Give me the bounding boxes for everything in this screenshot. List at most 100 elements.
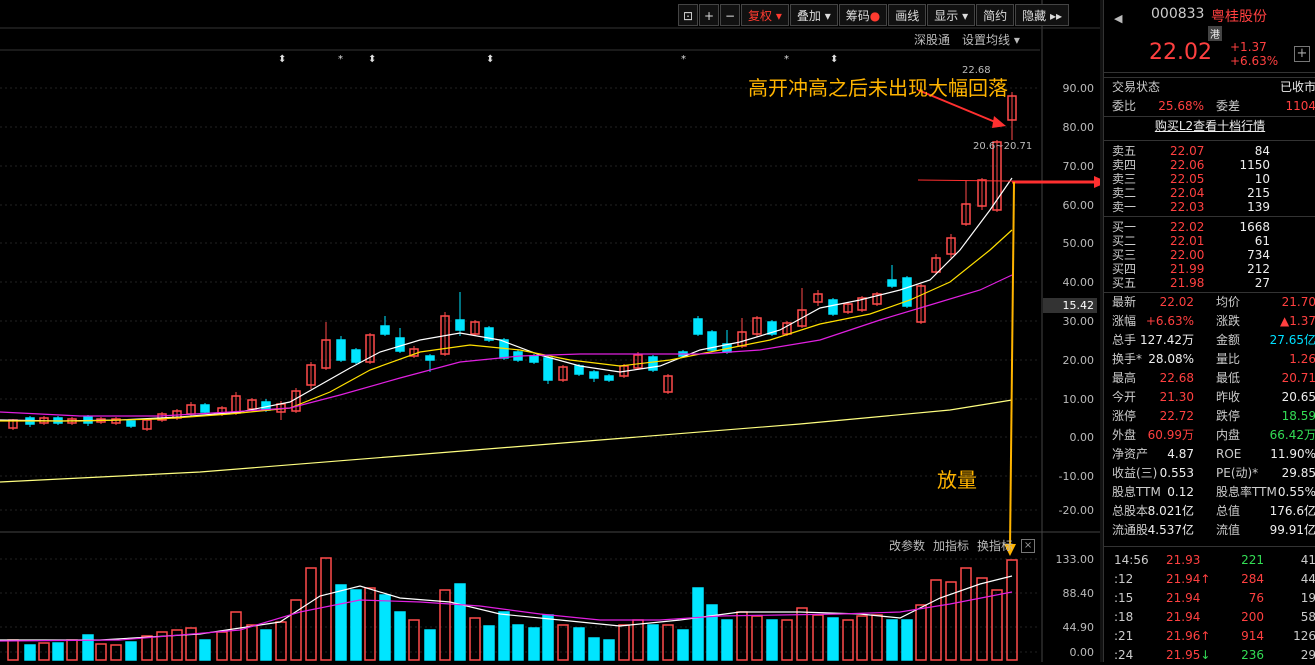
weibi-label: 委比 <box>1112 99 1137 113</box>
stat-label: 金额 <box>1216 333 1241 347</box>
tick-count: 19 <box>1300 591 1315 605</box>
stat-value: 18.59 <box>1281 409 1315 423</box>
stat-value: 99.91亿 <box>1269 523 1315 537</box>
ma10-line <box>0 229 1013 422</box>
book-qty: 1668 <box>1239 220 1270 234</box>
tick-price-value: 21.94 <box>1166 610 1201 624</box>
jianyue-button[interactable]: 简约 <box>976 4 1015 26</box>
hk-connect-badge: 港 <box>1208 26 1222 41</box>
stat-row: 外盘 60.99万 内盘 66.42万 <box>1104 426 1315 445</box>
book-label: 卖一 <box>1112 200 1137 214</box>
volume-bar <box>647 624 659 661</box>
ask-row[interactable]: 卖三 22.05 10 <box>1104 172 1315 186</box>
stat-row: 最高 22.68 最低 20.71 <box>1104 369 1315 388</box>
bid-row[interactable]: 买二 22.01 61 <box>1104 234 1315 248</box>
volume-bar <box>110 644 122 661</box>
candle-body <box>589 371 599 379</box>
bid-row[interactable]: 买三 22.00 734 <box>1104 248 1315 262</box>
stat-value: 29.85 <box>1281 466 1315 480</box>
stat-label: 涨幅 <box>1112 314 1137 328</box>
last-price: 22.02 <box>1149 40 1212 65</box>
stat-row: 涨幅 +6.63% 涨跌 ▲1.37 <box>1104 312 1315 331</box>
yincang-button[interactable]: 隐藏 ▸▸ <box>1015 4 1069 26</box>
fuquan-label: 复权 <box>748 9 773 23</box>
volume-bar <box>483 625 495 661</box>
stat-value: +6.63% <box>1145 314 1194 328</box>
stat-value: 21.70 <box>1281 295 1315 309</box>
candle-body <box>200 404 210 413</box>
prev-stock-icon[interactable]: ◀ <box>1114 12 1123 25</box>
buy-l2-link[interactable]: 购买L2查看十档行情 <box>1104 116 1315 136</box>
ask-row[interactable]: 卖二 22.04 215 <box>1104 186 1315 200</box>
candle-body <box>843 303 853 313</box>
price-axis-label: 50.00 <box>1063 237 1095 250</box>
kline-chart-svg[interactable]: 90.00 80.00 70.00 60.00 50.00 40.00 30.00 20.00… <box>0 0 1100 662</box>
xianshi-button[interactable]: 显示 ▾ <box>927 4 976 26</box>
trade-status-label: 交易状态 <box>1112 80 1161 94</box>
volume-bar <box>305 567 317 661</box>
close-icon[interactable]: × <box>1021 538 1036 553</box>
volume-bar <box>706 604 718 661</box>
candle-body <box>767 321 777 335</box>
ask-book: 卖五 22.07 84 卖四 22.06 1150 卖三 22.05 10 卖二 22.04 215 卖… <box>1104 140 1315 214</box>
candle-body <box>529 355 539 363</box>
tick-time: 14:56 <box>1114 553 1149 567</box>
stat-label: 净资产 <box>1112 447 1149 461</box>
stat-label: 最低 <box>1216 371 1241 385</box>
volume-bar <box>350 589 362 661</box>
change-pct: +6.63% <box>1230 54 1279 68</box>
lock-icon[interactable]: ⊡ <box>678 4 698 26</box>
bid-row[interactable]: 买一 22.02 1668 <box>1104 220 1315 234</box>
candle-body <box>663 375 673 393</box>
fuquan-button[interactable]: 复权 ▾ <box>741 4 789 26</box>
volume-bar <box>542 614 554 661</box>
ma20-line <box>0 274 1013 417</box>
candle-body <box>321 339 331 369</box>
weibi-value: 25.68% <box>1158 99 1204 113</box>
bid-book: 买一 22.02 1668 买二 22.01 61 买三 22.00 734 买四 21.99 212… <box>1104 216 1315 290</box>
ask-row[interactable]: 卖五 22.07 84 <box>1104 144 1315 158</box>
diejia-button[interactable]: 叠加 ▾ <box>789 4 838 26</box>
volume-bar <box>692 587 704 661</box>
plus-icon[interactable]: + <box>699 4 719 26</box>
add-watchlist-icon[interactable]: + <box>1294 46 1310 62</box>
stat-value: 4.87 <box>1167 447 1194 461</box>
minus-icon[interactable]: − <box>720 4 740 26</box>
bid-row[interactable]: 买五 21.98 27 <box>1104 276 1315 290</box>
stat-row: 股息TTM 0.12 股息率TTM 0.55% <box>1104 483 1315 502</box>
stat-label: 内盘 <box>1216 428 1241 442</box>
candle-body <box>604 375 614 381</box>
stat-value: 0.55% <box>1277 485 1315 499</box>
volume-bar <box>82 634 94 661</box>
price-axis-label: 60.00 <box>1063 199 1095 212</box>
panel-divider[interactable] <box>1100 0 1103 662</box>
volume-bar <box>721 619 733 661</box>
huaxian-label: 画线 <box>895 9 920 23</box>
gaicanshu-link[interactable]: 改参数 <box>889 539 926 553</box>
ask-row[interactable]: 卖四 22.06 1150 <box>1104 158 1315 172</box>
tick-volume: 221 <box>1241 553 1264 567</box>
volume-bar <box>766 619 778 661</box>
chouma-button[interactable]: 筹码● <box>838 4 888 26</box>
volume-bar <box>95 643 107 661</box>
tick-price: 21.94↑ <box>1166 570 1210 589</box>
jiazhibiao-link[interactable]: 加指标 <box>933 539 970 553</box>
book-price: 22.01 <box>1170 234 1205 248</box>
volume-bar <box>991 589 1003 661</box>
book-price: 22.07 <box>1170 144 1205 158</box>
huaxian-button[interactable]: 画线 <box>888 4 927 26</box>
shengutong-link[interactable]: 深股通 <box>914 33 951 47</box>
volume-bar <box>842 619 854 661</box>
kline-chart-area[interactable]: 90.00 80.00 70.00 60.00 50.00 40.00 30.00 20.00… <box>0 0 1100 662</box>
huanzhibiao-link[interactable]: 换指标 <box>977 539 1014 553</box>
volume-bar <box>275 621 287 661</box>
stat-label: 最高 <box>1112 371 1137 385</box>
candle-body <box>887 279 897 287</box>
volume-bar <box>439 589 451 661</box>
set-ma-link[interactable]: 设置均线 ▾ <box>962 33 1020 47</box>
event-marker-icon: ⬍ <box>368 54 376 65</box>
diejia-label: 叠加 <box>796 9 821 23</box>
volume-bar <box>379 594 391 661</box>
ask-row[interactable]: 卖一 22.03 139 <box>1104 200 1315 214</box>
bid-row[interactable]: 买四 21.99 212 <box>1104 262 1315 276</box>
